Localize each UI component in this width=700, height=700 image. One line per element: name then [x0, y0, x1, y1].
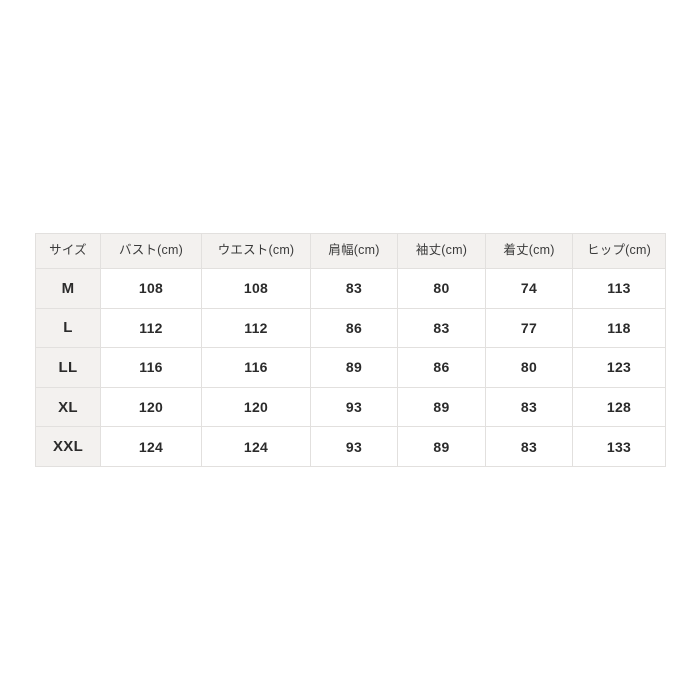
- cell-length: 77: [485, 307, 573, 349]
- cell-sleeve: 83: [397, 307, 486, 349]
- table-row: XL 120 120 93 89 83 128: [35, 386, 666, 428]
- cell-shoulder: 89: [310, 347, 398, 388]
- cell-hip: 113: [572, 268, 666, 309]
- cell-sleeve: 86: [397, 347, 486, 388]
- table-row: M 108 108 83 80 74 113: [35, 268, 666, 309]
- cell-waist: 116: [201, 347, 311, 388]
- column-header-bust: バスト(cm): [100, 233, 202, 269]
- cell-bust: 112: [100, 307, 202, 349]
- cell-size: XXL: [35, 426, 101, 467]
- cell-shoulder: 83: [310, 268, 398, 309]
- table-body: M 108 108 83 80 74 113 L 112 112 86 83 7…: [35, 268, 666, 467]
- column-header-sleeve: 袖丈(cm): [397, 233, 486, 269]
- column-header-size: サイズ: [35, 233, 101, 269]
- cell-waist: 120: [201, 386, 311, 428]
- cell-waist: 108: [201, 268, 311, 309]
- table-row: LL 116 116 89 86 80 123: [35, 347, 666, 388]
- cell-bust: 120: [100, 386, 202, 428]
- cell-sleeve: 89: [397, 426, 486, 467]
- cell-bust: 124: [100, 426, 202, 467]
- cell-waist: 124: [201, 426, 311, 467]
- cell-hip: 118: [572, 307, 666, 349]
- cell-length: 74: [485, 268, 573, 309]
- cell-size: M: [35, 268, 101, 309]
- table-row: L 112 112 86 83 77 118: [35, 307, 666, 349]
- cell-shoulder: 86: [310, 307, 398, 349]
- cell-length: 83: [485, 426, 573, 467]
- cell-shoulder: 93: [310, 426, 398, 467]
- cell-bust: 108: [100, 268, 202, 309]
- size-chart-table: サイズ バスト(cm) ウエスト(cm) 肩幅(cm) 袖丈(cm) 着丈(cm…: [35, 233, 666, 467]
- table-row: XXL 124 124 93 89 83 133: [35, 426, 666, 467]
- column-header-waist: ウエスト(cm): [201, 233, 311, 269]
- cell-length: 80: [485, 347, 573, 388]
- cell-hip: 133: [572, 426, 666, 467]
- cell-size: XL: [35, 386, 101, 428]
- cell-waist: 112: [201, 307, 311, 349]
- table-header-row: サイズ バスト(cm) ウエスト(cm) 肩幅(cm) 袖丈(cm) 着丈(cm…: [35, 233, 666, 269]
- size-chart-container: サイズ バスト(cm) ウエスト(cm) 肩幅(cm) 袖丈(cm) 着丈(cm…: [35, 233, 666, 467]
- cell-bust: 116: [100, 347, 202, 388]
- column-header-shoulder: 肩幅(cm): [310, 233, 398, 269]
- cell-length: 83: [485, 386, 573, 428]
- cell-hip: 128: [572, 386, 666, 428]
- column-header-length: 着丈(cm): [485, 233, 573, 269]
- cell-hip: 123: [572, 347, 666, 388]
- cell-sleeve: 80: [397, 268, 486, 309]
- column-header-hip: ヒップ(cm): [572, 233, 666, 269]
- cell-shoulder: 93: [310, 386, 398, 428]
- cell-size: L: [35, 307, 101, 349]
- cell-size: LL: [35, 347, 101, 388]
- cell-sleeve: 89: [397, 386, 486, 428]
- table-header: サイズ バスト(cm) ウエスト(cm) 肩幅(cm) 袖丈(cm) 着丈(cm…: [35, 233, 666, 269]
